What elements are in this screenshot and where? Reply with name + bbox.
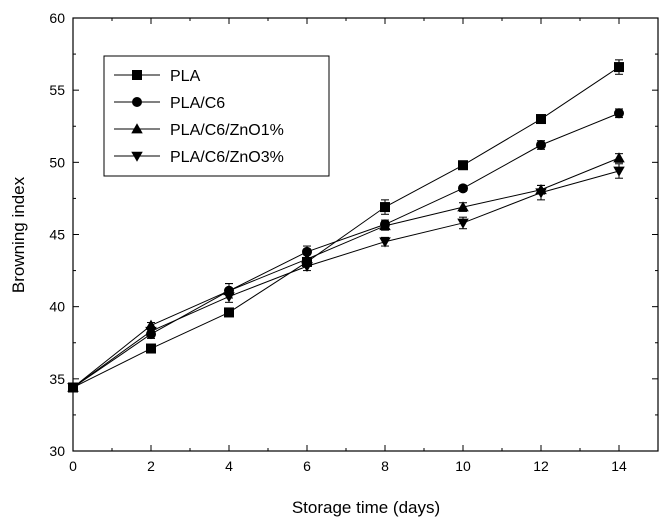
data-point: [613, 166, 625, 177]
series-line: [72, 112, 620, 388]
data-point: [380, 202, 390, 213]
x-axis-title: Storage time (days): [292, 498, 440, 517]
y-tick-label: 45: [49, 227, 65, 243]
series-line: [72, 170, 620, 388]
x-tick-label: 2: [147, 458, 155, 474]
legend: PLA PLA/C6 PLA/C6/ZnO1% PLA/C6/ZnO3%: [103, 55, 330, 177]
legend-label: PLA/C6: [170, 95, 225, 112]
legend-marker-triangle-up: [131, 123, 143, 134]
x-tick-label: 6: [303, 458, 311, 474]
y-tick-label: 55: [49, 82, 65, 98]
data-point: [223, 292, 235, 303]
data-point: [67, 383, 79, 394]
data-point: [613, 152, 625, 163]
series-layer: [67, 59, 625, 394]
data-point: [458, 183, 468, 194]
legend-marker-triangle-down: [131, 151, 143, 162]
data-point: [457, 218, 469, 229]
y-tick-label: 40: [49, 299, 65, 315]
data-point: [535, 188, 547, 199]
data-point: [536, 114, 546, 125]
y-tick-label: 35: [49, 371, 65, 387]
data-point: [146, 343, 156, 354]
y-axis-title: Browning index: [9, 176, 28, 293]
x-tick-label: 8: [381, 458, 389, 474]
data-point: [379, 220, 391, 231]
data-point: [145, 326, 157, 337]
legend-label: PLA: [170, 68, 201, 85]
legend-marker-circle: [132, 97, 142, 107]
x-tick-label: 12: [533, 458, 549, 474]
data-point: [301, 253, 313, 264]
series-line: [72, 157, 620, 388]
data-point: [224, 307, 234, 318]
legend-label: PLA/C6/ZnO1%: [170, 122, 284, 139]
x-tick-label: 14: [611, 458, 627, 474]
series-line: [72, 66, 620, 388]
x-tick-label: 10: [455, 458, 471, 474]
series-triangle-down: [67, 163, 625, 394]
legend-marker-square: [132, 70, 142, 80]
data-point: [379, 237, 391, 248]
legend-label: PLA/C6/ZnO3%: [170, 149, 284, 166]
data-point: [301, 261, 313, 273]
axis-ticks: 0 2 4 6 8 10 12 14 30 35 40 45 50 55 60: [49, 10, 658, 474]
data-point: [458, 160, 468, 171]
x-tick-label: 4: [225, 458, 233, 474]
y-tick-label: 60: [49, 10, 65, 26]
data-point: [614, 108, 624, 119]
data-point: [536, 140, 546, 151]
y-tick-label: 50: [49, 154, 65, 170]
x-tick-label: 0: [69, 458, 77, 474]
y-tick-label: 30: [49, 443, 65, 459]
data-point: [614, 62, 624, 73]
data-point: [457, 201, 469, 212]
